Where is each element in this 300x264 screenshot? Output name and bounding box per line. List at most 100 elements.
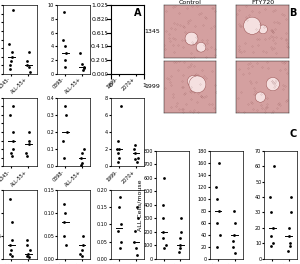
Circle shape xyxy=(266,77,280,91)
Point xyxy=(8,197,13,201)
Point xyxy=(135,155,140,160)
Point xyxy=(10,254,15,258)
Point xyxy=(133,157,137,162)
Point xyxy=(61,138,66,143)
Circle shape xyxy=(259,25,267,34)
Point xyxy=(134,205,139,209)
Text: A: A xyxy=(134,8,141,18)
Point xyxy=(64,243,69,247)
Point xyxy=(216,209,221,213)
Point xyxy=(118,22,122,27)
Point xyxy=(132,44,137,49)
Point xyxy=(214,245,219,249)
Point xyxy=(80,243,85,247)
Point xyxy=(288,195,293,199)
Point xyxy=(116,28,121,32)
Point xyxy=(62,155,67,160)
Point xyxy=(10,104,15,109)
Point xyxy=(135,11,140,16)
Point xyxy=(232,209,236,213)
Point xyxy=(26,138,31,143)
Point xyxy=(179,230,184,234)
Point xyxy=(82,147,86,151)
Point xyxy=(25,154,30,158)
Point xyxy=(176,250,181,254)
Point xyxy=(8,63,13,67)
Point xyxy=(231,245,236,249)
Point xyxy=(9,59,14,63)
Circle shape xyxy=(189,76,206,93)
Point xyxy=(161,246,166,250)
Point xyxy=(64,51,69,55)
Point xyxy=(9,150,14,155)
Point xyxy=(61,220,66,224)
Point xyxy=(26,252,31,256)
Point xyxy=(27,142,32,146)
Point xyxy=(27,130,32,134)
Point xyxy=(79,162,83,167)
Point xyxy=(7,42,12,46)
Point xyxy=(133,151,137,155)
Point xyxy=(132,17,136,21)
Point xyxy=(80,62,84,66)
Title: FTY720: FTY720 xyxy=(251,0,274,5)
Point xyxy=(9,238,14,243)
Point xyxy=(177,246,182,250)
Point xyxy=(118,104,123,109)
Point xyxy=(25,238,29,243)
Point xyxy=(10,55,15,59)
Point xyxy=(24,150,29,155)
Point xyxy=(287,241,292,246)
Point xyxy=(80,247,85,252)
Point xyxy=(232,233,237,237)
Point xyxy=(8,247,13,252)
Point xyxy=(268,233,273,238)
Point xyxy=(7,243,12,247)
Point xyxy=(134,246,139,251)
Point xyxy=(79,254,84,258)
Point xyxy=(268,195,273,199)
Point xyxy=(81,68,85,72)
Point xyxy=(118,239,123,244)
Point xyxy=(27,50,32,54)
Point xyxy=(288,210,293,215)
Point xyxy=(116,147,121,151)
Point xyxy=(27,255,32,260)
Point xyxy=(8,113,13,117)
Circle shape xyxy=(188,76,199,87)
Point xyxy=(269,210,274,215)
Point xyxy=(63,104,68,109)
Point xyxy=(63,44,68,49)
Point xyxy=(80,161,85,165)
Point xyxy=(116,160,121,164)
Point xyxy=(160,203,165,207)
Point xyxy=(135,31,140,35)
Point xyxy=(61,234,66,238)
Point xyxy=(64,113,69,117)
Point xyxy=(11,147,16,151)
Point xyxy=(115,39,119,43)
Point xyxy=(270,241,275,246)
Point xyxy=(161,176,166,180)
Point xyxy=(231,239,236,243)
Y-axis label: ALL Cells/mouse: ALL Cells/mouse xyxy=(137,179,142,230)
Point xyxy=(82,65,86,69)
Point xyxy=(61,10,66,14)
Point xyxy=(161,236,166,241)
Point xyxy=(9,220,14,224)
Point xyxy=(115,17,120,21)
Point xyxy=(134,160,139,164)
Point xyxy=(132,239,136,244)
Point xyxy=(164,243,168,247)
Point xyxy=(177,243,182,247)
Point xyxy=(133,229,137,233)
Y-axis label: 1345: 1345 xyxy=(145,29,161,34)
Point xyxy=(287,233,292,238)
Point xyxy=(214,185,219,189)
Point xyxy=(62,58,67,62)
Point xyxy=(117,31,122,35)
Point xyxy=(10,130,15,134)
Point xyxy=(62,202,67,206)
Point xyxy=(8,67,13,72)
Point xyxy=(118,58,123,62)
